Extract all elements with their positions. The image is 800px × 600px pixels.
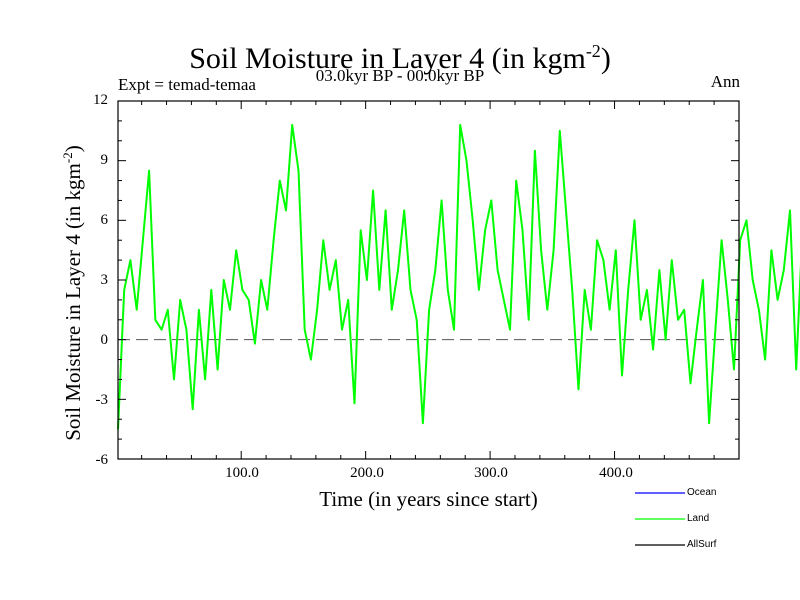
x-tick-label: 200.0: [350, 465, 384, 481]
y-tick-label: 9: [100, 152, 109, 168]
plot-frame: [117, 100, 740, 460]
series-layer: [117, 123, 800, 430]
x-tick-label: 300.0: [474, 465, 508, 481]
y-tick-label: 3: [100, 272, 109, 288]
experiment-label: Expt = temad-temaa: [118, 75, 256, 94]
legend-label-land: Land: [687, 513, 710, 524]
x-axis-label: Time (in years since start): [319, 487, 538, 511]
y-tick-label: 0: [100, 332, 109, 348]
chart-subtitle: 03.0kyr BP - 00.0kyr BP: [315, 66, 485, 85]
x-tick-label: 400.0: [599, 465, 633, 481]
chart-title: Soil Moisture in Layer 4 (in kgm-2): [189, 41, 611, 75]
x-tick-label: 100.0: [225, 465, 259, 481]
y-tick-label: -6: [95, 452, 109, 468]
series-line-land: [117, 123, 800, 430]
legend-label-ocean: Ocean: [687, 487, 717, 498]
y-tick-label: 12: [93, 92, 108, 108]
y-tick-label: 6: [100, 212, 109, 228]
legend-label-allsurf: AllSurf: [687, 539, 717, 550]
axis-ticks: [118, 100, 739, 460]
season-label: Ann: [710, 72, 740, 91]
y-tick-label: -3: [95, 392, 109, 408]
